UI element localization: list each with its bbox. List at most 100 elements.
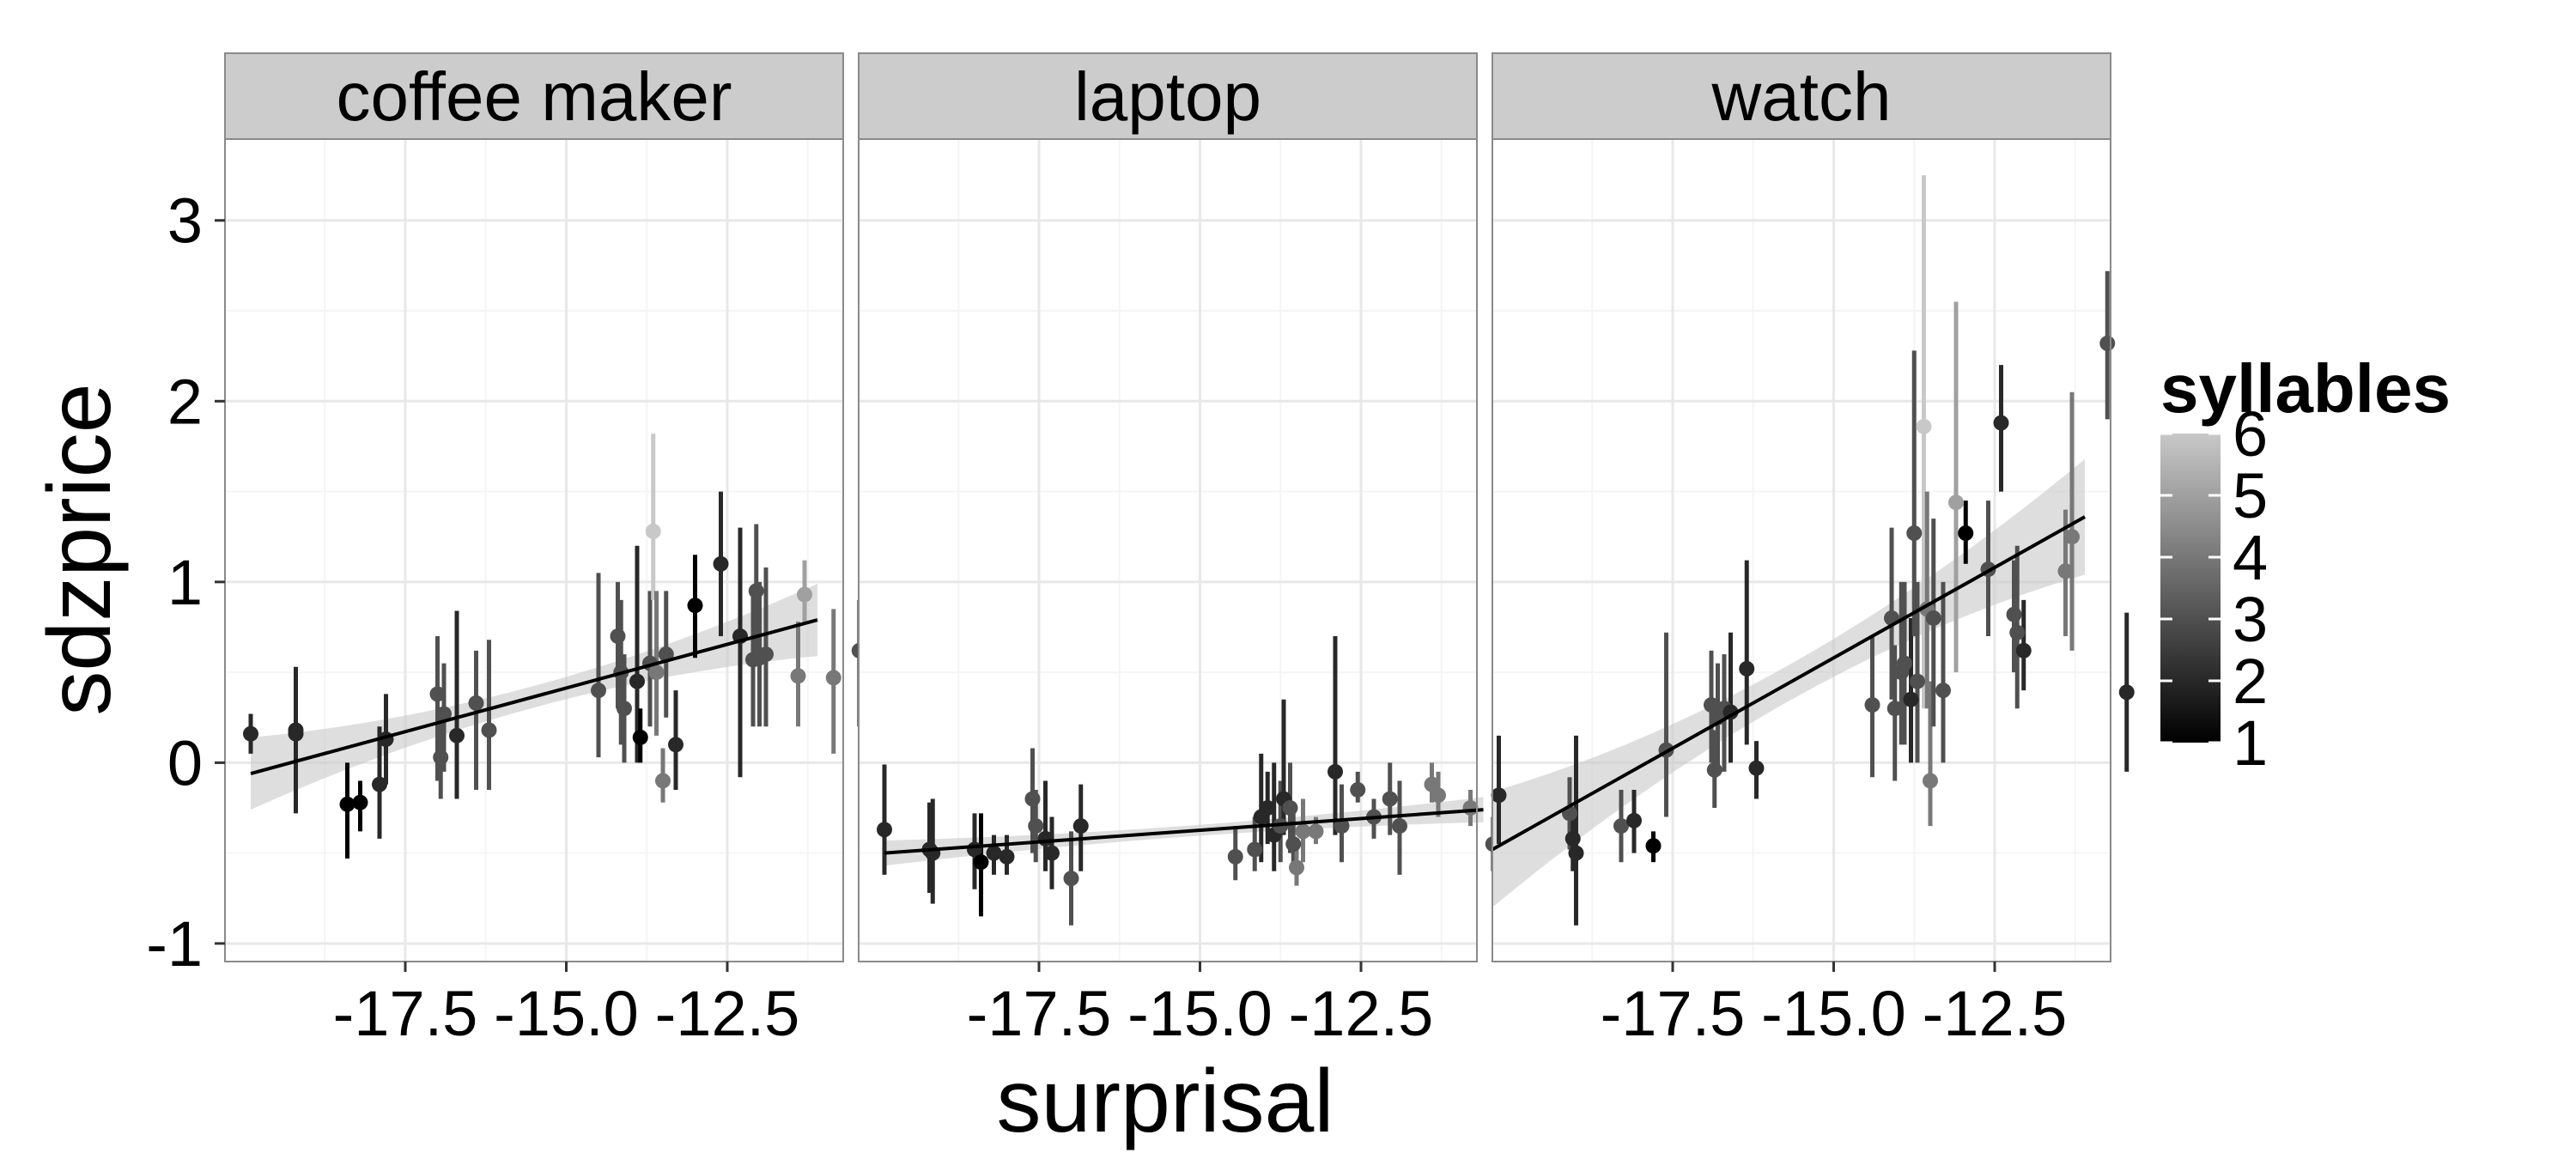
data-point bbox=[1462, 800, 1479, 816]
facet-strip-label: laptop bbox=[1074, 58, 1261, 135]
data-point bbox=[1327, 763, 1343, 780]
facet-panel: watch -17.5 -15.0 -12.5 bbox=[1491, 52, 2135, 1049]
data-point bbox=[629, 673, 645, 689]
data-point bbox=[1706, 762, 1722, 778]
data-point bbox=[2118, 684, 2135, 701]
legend-tick-label: 4 bbox=[2233, 522, 2268, 593]
data-point bbox=[1613, 818, 1629, 834]
data-point bbox=[1308, 823, 1324, 840]
data-point bbox=[1910, 673, 1925, 689]
legend-tick-label: 1 bbox=[2233, 707, 2268, 779]
data-point bbox=[1626, 812, 1642, 828]
data-point bbox=[1282, 800, 1298, 816]
data-point bbox=[668, 737, 683, 753]
data-point bbox=[1903, 691, 1919, 707]
data-point bbox=[2015, 642, 2032, 658]
data-point bbox=[1382, 791, 1398, 807]
legend-tick-label: 5 bbox=[2233, 460, 2268, 531]
panel-border bbox=[224, 138, 844, 962]
data-point bbox=[2057, 563, 2074, 580]
data-point bbox=[1285, 836, 1302, 853]
data-point bbox=[687, 598, 703, 614]
data-point bbox=[797, 586, 812, 603]
x-tick-label: -17.5 bbox=[967, 978, 1112, 1049]
data-point bbox=[339, 796, 355, 812]
regression-line bbox=[250, 618, 818, 775]
x-tick-label: -15.0 bbox=[494, 978, 639, 1049]
data-point bbox=[288, 725, 304, 742]
data-point bbox=[1295, 823, 1311, 840]
data-point bbox=[1028, 818, 1044, 834]
data-point bbox=[2099, 335, 2116, 351]
legend-colorbar bbox=[2160, 434, 2221, 743]
data-point bbox=[1645, 838, 1662, 854]
data-point bbox=[617, 701, 632, 717]
data-point bbox=[591, 683, 606, 699]
data-point bbox=[632, 729, 648, 745]
y-axis: -1 0 1 2 3 bbox=[146, 185, 225, 980]
data-point bbox=[1958, 525, 1974, 541]
data-point bbox=[1431, 787, 1446, 804]
data-point bbox=[1289, 859, 1304, 876]
x-tick-label: -12.5 bbox=[1289, 978, 1434, 1049]
data-point bbox=[2064, 529, 2080, 545]
data-point bbox=[713, 555, 729, 572]
data-point bbox=[433, 749, 449, 766]
x-tick-label: -15.0 bbox=[1761, 978, 1906, 1049]
regression-line bbox=[1492, 515, 2086, 852]
data-point bbox=[1063, 871, 1079, 887]
x-axis-title: surprisal bbox=[997, 1052, 1334, 1151]
data-point bbox=[1935, 683, 1951, 699]
data-point bbox=[372, 776, 387, 792]
facet-strip-label: watch bbox=[1711, 58, 1892, 135]
data-point bbox=[758, 646, 774, 663]
data-point bbox=[1024, 791, 1041, 807]
legend-title: syllables bbox=[2160, 350, 2451, 427]
data-point bbox=[1906, 525, 1923, 541]
facet-panel: laptop -17.5 -15.0 -12.5 bbox=[858, 52, 1501, 1049]
data-point bbox=[1564, 830, 1581, 846]
y-tick-label: 3 bbox=[167, 185, 203, 257]
data-point bbox=[481, 722, 497, 738]
data-point bbox=[1227, 848, 1243, 865]
data-point bbox=[1491, 787, 1507, 804]
panel-background bbox=[859, 139, 1477, 962]
facet-strip-label: coffee maker bbox=[337, 58, 732, 135]
data-point bbox=[790, 668, 806, 684]
data-point bbox=[352, 794, 368, 810]
data-point bbox=[2009, 624, 2026, 640]
data-point bbox=[1886, 701, 1903, 717]
data-point bbox=[1392, 818, 1407, 834]
data-point bbox=[1334, 818, 1350, 834]
data-point bbox=[1923, 773, 1938, 789]
data-point bbox=[1037, 830, 1054, 846]
data-point bbox=[1739, 660, 1755, 677]
x-tick-label: -17.5 bbox=[1601, 978, 1746, 1049]
panel-border bbox=[858, 138, 1478, 962]
data-point bbox=[1350, 781, 1366, 798]
data-point bbox=[999, 848, 1015, 865]
data-point bbox=[1260, 800, 1276, 816]
data-point bbox=[648, 664, 665, 681]
legend-tick-label: 2 bbox=[2233, 646, 2268, 717]
data-point bbox=[436, 706, 452, 722]
x-tick-label: -12.5 bbox=[1923, 978, 2068, 1049]
data-point bbox=[877, 822, 892, 838]
y-axis-title: sdzprice bbox=[30, 383, 130, 715]
data-point bbox=[645, 523, 661, 539]
data-point bbox=[429, 686, 446, 702]
y-tick-label: -1 bbox=[146, 908, 203, 980]
data-point bbox=[2006, 606, 2022, 622]
data-point bbox=[1748, 760, 1765, 776]
data-point bbox=[1044, 845, 1060, 861]
data-point bbox=[1072, 818, 1089, 834]
data-point bbox=[825, 670, 841, 686]
panel-background bbox=[225, 139, 843, 962]
facet-panel: coffee maker -17.5 -15.0 -12.5 bbox=[224, 52, 867, 1049]
data-point bbox=[655, 773, 671, 789]
panel-border bbox=[1492, 138, 2111, 962]
data-point bbox=[610, 628, 626, 645]
data-point bbox=[973, 854, 989, 871]
